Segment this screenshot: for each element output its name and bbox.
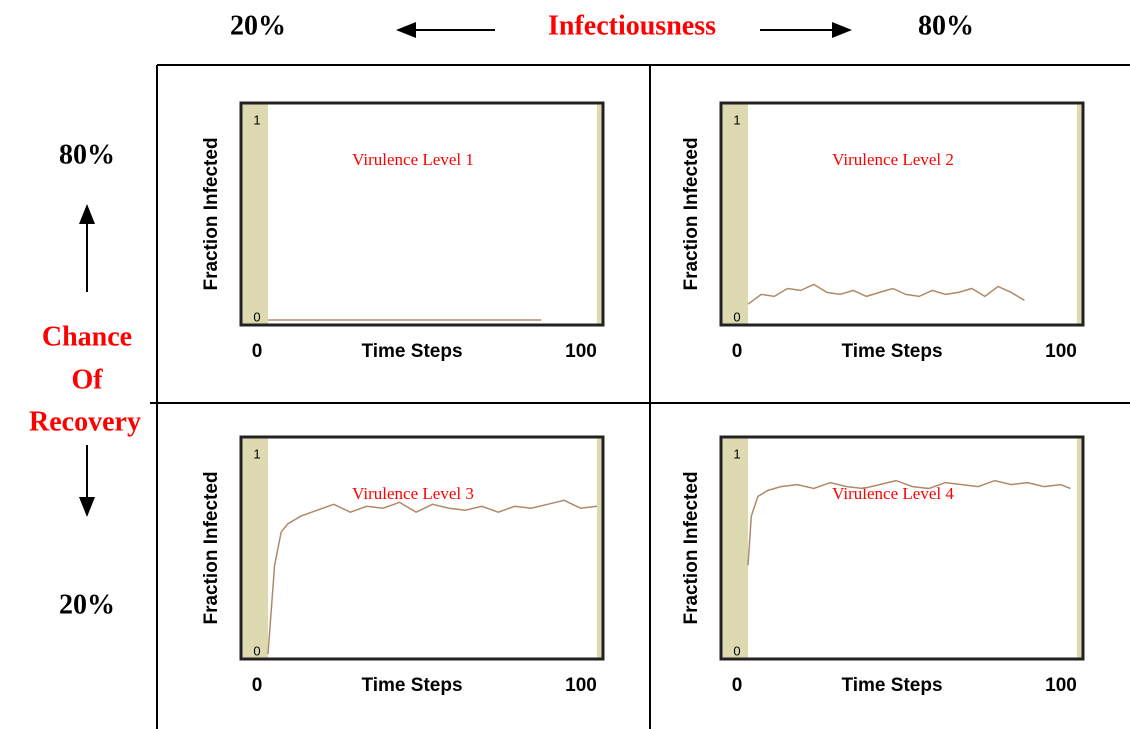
header-left: 20%: [230, 10, 286, 41]
x-tick-label: 100: [565, 675, 597, 696]
y-axis-label: Fraction Infected: [201, 471, 222, 624]
x-tick-label: 0: [252, 341, 263, 362]
tick-strip: [1077, 438, 1082, 658]
x-tick-label: 100: [565, 341, 597, 362]
y-axis-label: Fraction Infected: [681, 137, 702, 290]
data-line: [267, 499, 598, 655]
tick-strip: [597, 104, 602, 324]
data-line: [747, 479, 1071, 566]
side-top: 80%: [59, 139, 115, 170]
side-title: Of: [71, 364, 103, 395]
y-tick-label: 1: [733, 446, 740, 461]
y-axis-label: Fraction Infected: [201, 137, 222, 290]
y-tick-label: 0: [253, 643, 260, 658]
annotation: Virulence Level 2: [832, 150, 954, 169]
y-tick-label: 0: [733, 309, 740, 324]
x-tick-label: 100: [1045, 675, 1077, 696]
y-axis-label: Fraction Infected: [681, 471, 702, 624]
plot-frame: [239, 435, 605, 661]
tick-strip: [242, 438, 268, 658]
side-bottom: 20%: [59, 589, 115, 620]
side-title: Recovery: [29, 406, 141, 437]
y-tick-label: 1: [733, 112, 740, 127]
tick-strip: [242, 104, 268, 324]
y-tick-label: 0: [253, 309, 260, 324]
side-title: Chance: [42, 321, 132, 352]
y-tick-label: 0: [733, 643, 740, 658]
plot: 0 1 0 100 Time Steps Fraction Infected Virulen…: [201, 101, 605, 362]
annotation: Virulence Level 1: [352, 150, 474, 169]
plot-frame: [719, 435, 1085, 661]
plot: 0 1 0 100 Time Steps Fraction Infected Virulen…: [681, 101, 1085, 362]
tick-strip: [722, 104, 748, 324]
y-tick-label: 1: [253, 446, 260, 461]
tick-strip: [597, 438, 602, 658]
y-tick-label: 1: [253, 112, 260, 127]
plot: 0 1 0 100 Time Steps Fraction Infected Virulen…: [201, 435, 605, 696]
plot-frame: [239, 101, 605, 327]
x-axis-label: Time Steps: [841, 675, 942, 696]
x-axis-label: Time Steps: [361, 675, 462, 696]
x-tick-label: 100: [1045, 341, 1077, 362]
tick-strip: [1077, 104, 1082, 324]
x-tick-label: 0: [252, 675, 263, 696]
header-right: 80%: [918, 10, 974, 41]
x-tick-label: 0: [732, 341, 743, 362]
header-title: Infectiousness: [548, 10, 716, 41]
x-tick-label: 0: [732, 675, 743, 696]
x-axis-label: Time Steps: [841, 341, 942, 362]
tick-strip: [722, 438, 748, 658]
x-axis-label: Time Steps: [361, 341, 462, 362]
annotation: Virulence Level 3: [352, 484, 474, 503]
data-line: [747, 283, 1025, 305]
plot-frame: [719, 101, 1085, 327]
